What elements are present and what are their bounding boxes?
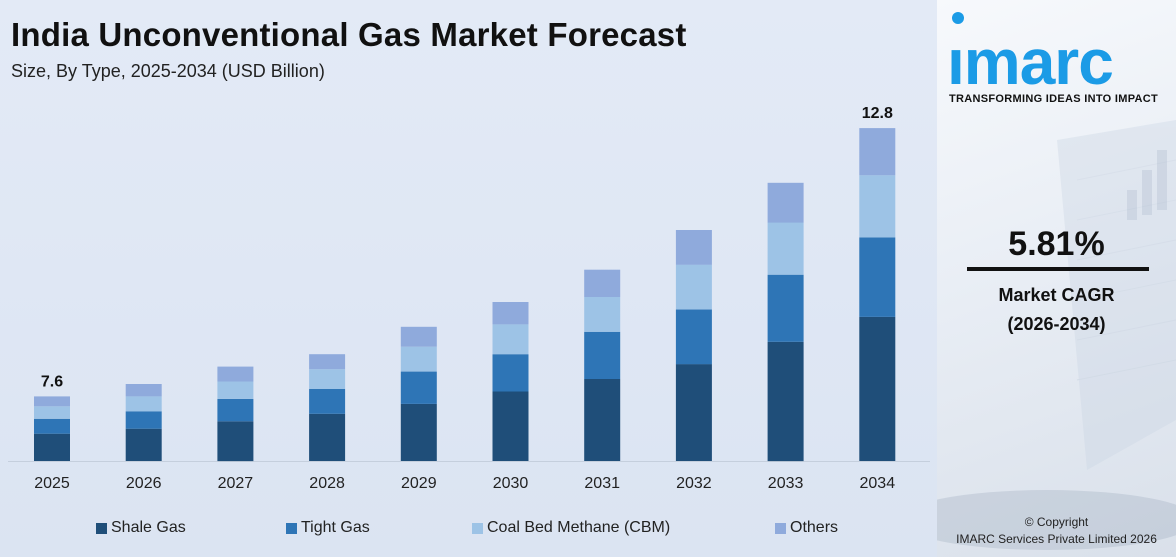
x-tick-label-2034: 2034 (860, 475, 896, 492)
bar-segment-2032-others (675, 230, 712, 265)
chart-panel: India Unconventional Gas Market Forecast… (0, 0, 937, 557)
cagr-value: 5.81% (1008, 225, 1105, 263)
x-tick-label-2032: 2032 (676, 475, 712, 492)
imarc-sidebar: ımarc TRANSFORMING IDEAS INTO IMPACT 5.8… (937, 0, 1176, 557)
stacked-bar-chart: 2025 7.6 2026 2027 2028 2029 2030 2031 2032 2033 2… (8, 105, 930, 492)
background-chart-decoration (937, 120, 1176, 550)
logo-tagline: TRANSFORMING IDEAS INTO IMPACT (949, 93, 1159, 105)
bar-segment-2032-coal-bed-methane-cbm (675, 264, 712, 310)
bar-segment-2030-coal-bed-methane-cbm (492, 324, 529, 355)
bar-segment-2030-others (492, 302, 529, 325)
x-tick-label-2025: 2025 (34, 475, 70, 492)
bar-segment-2025-tight-gas (34, 418, 70, 434)
bar-segment-2027-shale-gas (217, 421, 254, 462)
legend-item-shale-gas: Shale Gas (96, 519, 186, 537)
x-tick-label-2031: 2031 (584, 475, 620, 492)
x-tick-label-2030: 2030 (493, 475, 529, 492)
legend-swatch (472, 522, 483, 534)
bar-segment-2026-shale-gas (125, 428, 162, 461)
cagr-period: (2026-2034) (1007, 314, 1106, 334)
x-tick-label-2028: 2028 (309, 475, 345, 492)
bar-segment-2029-others (400, 326, 437, 347)
bar-segment-2029-shale-gas (400, 403, 437, 461)
bar-segment-2034-others (859, 128, 896, 176)
bar-segment-2025-coal-bed-methane-cbm (34, 406, 70, 419)
bar-segment-2027-tight-gas (217, 398, 254, 422)
bar-segment-2034-coal-bed-methane-cbm (859, 175, 896, 238)
bar-segment-2031-shale-gas (584, 379, 621, 461)
bar-segment-2028-shale-gas (309, 413, 346, 461)
chart-legend: Shale Gas Tight Gas Coal Bed Methane (CBM)… (0, 519, 937, 539)
legend-swatch (775, 522, 786, 534)
copyright-text: © Copyright (1024, 515, 1089, 529)
legend-item-coal-bed-methane-cbm: Coal Bed Methane (CBM) (472, 519, 670, 537)
bar-segment-2026-others (125, 384, 162, 397)
bar-segment-2028-coal-bed-methane-cbm (309, 369, 346, 389)
x-tick-label-2026: 2026 (126, 475, 162, 492)
bar-segment-2033-coal-bed-methane-cbm (767, 222, 804, 275)
chart-title: India Unconventional Gas Market Forecast (11, 16, 687, 53)
logo-dot-icon (952, 12, 964, 24)
bar-segment-2029-coal-bed-methane-cbm (400, 346, 437, 372)
bar-segment-2032-tight-gas (675, 309, 712, 365)
bar-segment-2025-shale-gas (34, 433, 70, 461)
bar-segment-2033-tight-gas (767, 274, 804, 342)
x-tick-label-2027: 2027 (218, 475, 254, 492)
bar-segment-2030-tight-gas (492, 354, 529, 392)
bar-segment-2030-shale-gas (492, 391, 529, 461)
legend-item-tight-gas: Tight Gas (286, 519, 370, 537)
legend-label: Tight Gas (301, 519, 370, 536)
bar-segment-2033-others (767, 182, 804, 223)
bar-segment-2028-others (309, 354, 346, 370)
total-label-2025: 7.6 (41, 373, 63, 390)
bar-segment-2032-shale-gas (675, 364, 712, 461)
cagr-label: Market CAGR (998, 285, 1115, 305)
bar-segment-2034-tight-gas (859, 237, 896, 317)
total-label-2034: 12.8 (862, 105, 893, 122)
x-tick-label-2029: 2029 (401, 475, 437, 492)
chart-subtitle: Size, By Type, 2025-2034 (USD Billion) (11, 61, 325, 81)
legend-item-others: Others (775, 519, 838, 537)
legend-swatch (286, 522, 297, 534)
bar-segment-2027-coal-bed-methane-cbm (217, 381, 254, 399)
bar-segment-2029-tight-gas (400, 371, 437, 404)
bar-segment-2031-coal-bed-methane-cbm (584, 297, 621, 332)
bar-segment-2025-others (34, 396, 70, 407)
bar-segment-2031-others (584, 269, 621, 297)
cagr-divider (967, 267, 1149, 271)
bar-segment-2026-coal-bed-methane-cbm (125, 396, 162, 412)
bar-segment-2034-shale-gas (859, 316, 896, 461)
bar-segment-2028-tight-gas (309, 389, 346, 414)
x-tick-label-2033: 2033 (768, 475, 804, 492)
bar-segment-2027-others (217, 366, 254, 382)
legend-label: Shale Gas (111, 519, 186, 536)
legend-label: Others (790, 519, 839, 536)
legend-swatch (96, 522, 107, 534)
imarc-logo: ımarc (947, 26, 1114, 98)
legend-label: Coal Bed Methane (CBM) (487, 519, 671, 536)
bar-segment-2026-tight-gas (125, 411, 162, 429)
company-name: IMARC Services Private Limited 2026 (956, 532, 1157, 546)
bar-segment-2031-tight-gas (584, 331, 621, 379)
bar-segment-2033-shale-gas (767, 341, 804, 462)
